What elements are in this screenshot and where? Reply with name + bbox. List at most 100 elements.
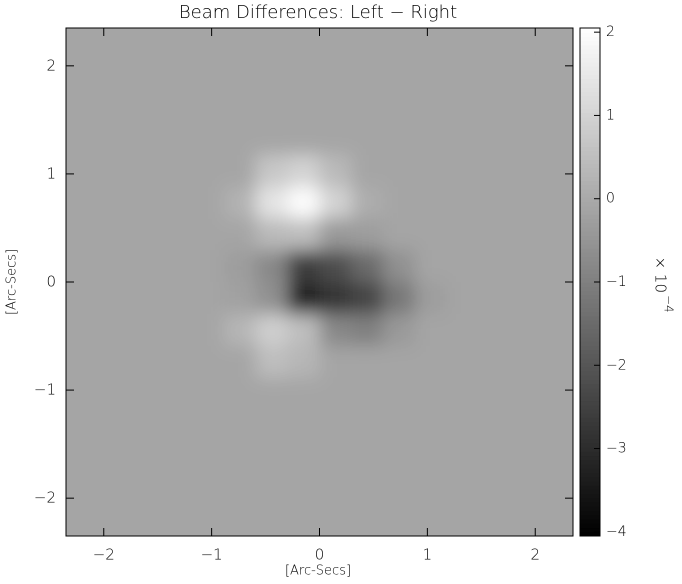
colorbar-step — [580, 345, 600, 351]
y-tick-label: −2 — [34, 489, 56, 507]
colorbar-step — [580, 489, 600, 495]
heatmap-cell — [541, 377, 573, 410]
heatmap-cell — [224, 409, 257, 442]
heatmap-cell — [129, 282, 162, 315]
colorbar-step — [580, 476, 600, 482]
heatmap-cell — [477, 345, 511, 378]
heatmap-cell — [351, 28, 384, 61]
heatmap-cell — [97, 250, 130, 283]
colorbar-step — [580, 527, 600, 533]
colorbar — [580, 28, 600, 537]
colorbar-step — [580, 214, 600, 219]
heatmap-cell — [224, 504, 257, 536]
heatmap-cell — [66, 91, 99, 124]
colorbar-step — [580, 341, 600, 346]
heatmap-cell — [287, 282, 320, 315]
colorbar-step — [580, 99, 600, 105]
heatmap-cell — [287, 440, 320, 473]
heatmap-cell — [319, 345, 352, 378]
heatmap-cell — [129, 59, 162, 92]
heatmap-cell — [192, 504, 225, 536]
colorbar-tick-label: 0 — [606, 191, 615, 207]
heatmap-cell — [224, 250, 257, 283]
colorbar-step — [580, 421, 600, 427]
colorbar-step — [580, 472, 600, 478]
heatmap-cell — [351, 186, 384, 219]
colorbar-step — [580, 180, 600, 186]
heatmap-cell — [382, 218, 416, 251]
heatmap-cell — [509, 28, 542, 61]
heatmap-cell — [477, 123, 511, 156]
heatmap-cell — [446, 123, 479, 156]
colorbar-step — [580, 497, 600, 503]
heatmap-cell — [66, 345, 99, 378]
colorbar-exponent: −4 — [662, 295, 676, 313]
heatmap-cell — [192, 155, 225, 188]
colorbar-step — [580, 231, 600, 236]
heatmap-cell — [192, 313, 225, 346]
heatmap-cell — [129, 440, 162, 473]
heatmap-cell — [97, 345, 130, 378]
heatmap-cell — [287, 218, 320, 251]
heatmap-cell — [256, 59, 289, 92]
heatmap-cell — [319, 440, 352, 473]
heatmap-cell — [97, 313, 130, 346]
x-tick-label: 0 — [315, 546, 325, 564]
heatmap-cell — [351, 59, 384, 92]
colorbar-step — [580, 468, 600, 473]
heatmap-cell — [414, 250, 447, 283]
heatmap-cell — [541, 409, 573, 442]
heatmap-cell — [477, 218, 511, 251]
colorbar-step — [580, 193, 600, 198]
heatmap-cell — [351, 155, 384, 188]
heatmap-cell — [414, 186, 447, 219]
heatmap-cell — [66, 282, 99, 315]
heatmap-cell — [351, 91, 384, 124]
heatmap-cell — [319, 313, 352, 346]
y-tick-label: −1 — [34, 381, 56, 399]
heatmap — [66, 28, 573, 536]
heatmap-cell — [351, 472, 384, 505]
colorbar-step — [580, 387, 600, 393]
heatmap-cell — [161, 345, 194, 378]
heatmap-cell — [382, 377, 416, 410]
heatmap-cell — [509, 282, 542, 315]
heatmap-cell — [97, 472, 130, 505]
heatmap-cell — [129, 155, 162, 188]
colorbar-step — [580, 286, 600, 291]
heatmap-cell — [129, 345, 162, 378]
colorbar-step — [580, 413, 600, 418]
x-tick-label: −2 — [93, 546, 115, 564]
colorbar-step — [580, 455, 600, 461]
colorbar-step — [580, 358, 600, 363]
heatmap-cell — [509, 409, 542, 442]
colorbar-step — [580, 248, 600, 253]
colorbar-step — [580, 74, 600, 80]
heatmap-cell — [256, 377, 289, 410]
colorbar-step — [580, 332, 600, 338]
colorbar-step — [580, 159, 600, 164]
heatmap-cell — [351, 377, 384, 410]
heatmap-cell — [446, 91, 479, 124]
heatmap-cell — [97, 186, 130, 219]
colorbar-step — [580, 260, 600, 266]
heatmap-cell — [382, 313, 416, 346]
heatmap-cell — [351, 504, 384, 536]
x-axis-label: [Arc-Secs] — [285, 564, 351, 579]
heatmap-cell — [256, 218, 289, 251]
heatmap-cell — [66, 155, 99, 188]
heatmap-cell — [509, 218, 542, 251]
heatmap-cell — [477, 28, 511, 61]
heatmap-cell — [66, 59, 99, 92]
heatmap-cell — [97, 377, 130, 410]
colorbar-step — [580, 493, 600, 499]
x-tick-label: 2 — [530, 546, 540, 564]
colorbar-step — [580, 138, 600, 143]
colorbar-step — [580, 129, 600, 135]
colorbar-step — [580, 142, 600, 148]
heatmap-cell — [319, 123, 352, 156]
heatmap-cell — [414, 282, 447, 315]
heatmap-cell — [97, 91, 130, 124]
heatmap-cell — [477, 186, 511, 219]
colorbar-step — [580, 442, 600, 448]
